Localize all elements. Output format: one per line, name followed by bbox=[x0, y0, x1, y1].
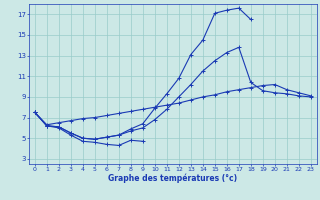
X-axis label: Graphe des températures (°c): Graphe des températures (°c) bbox=[108, 173, 237, 183]
